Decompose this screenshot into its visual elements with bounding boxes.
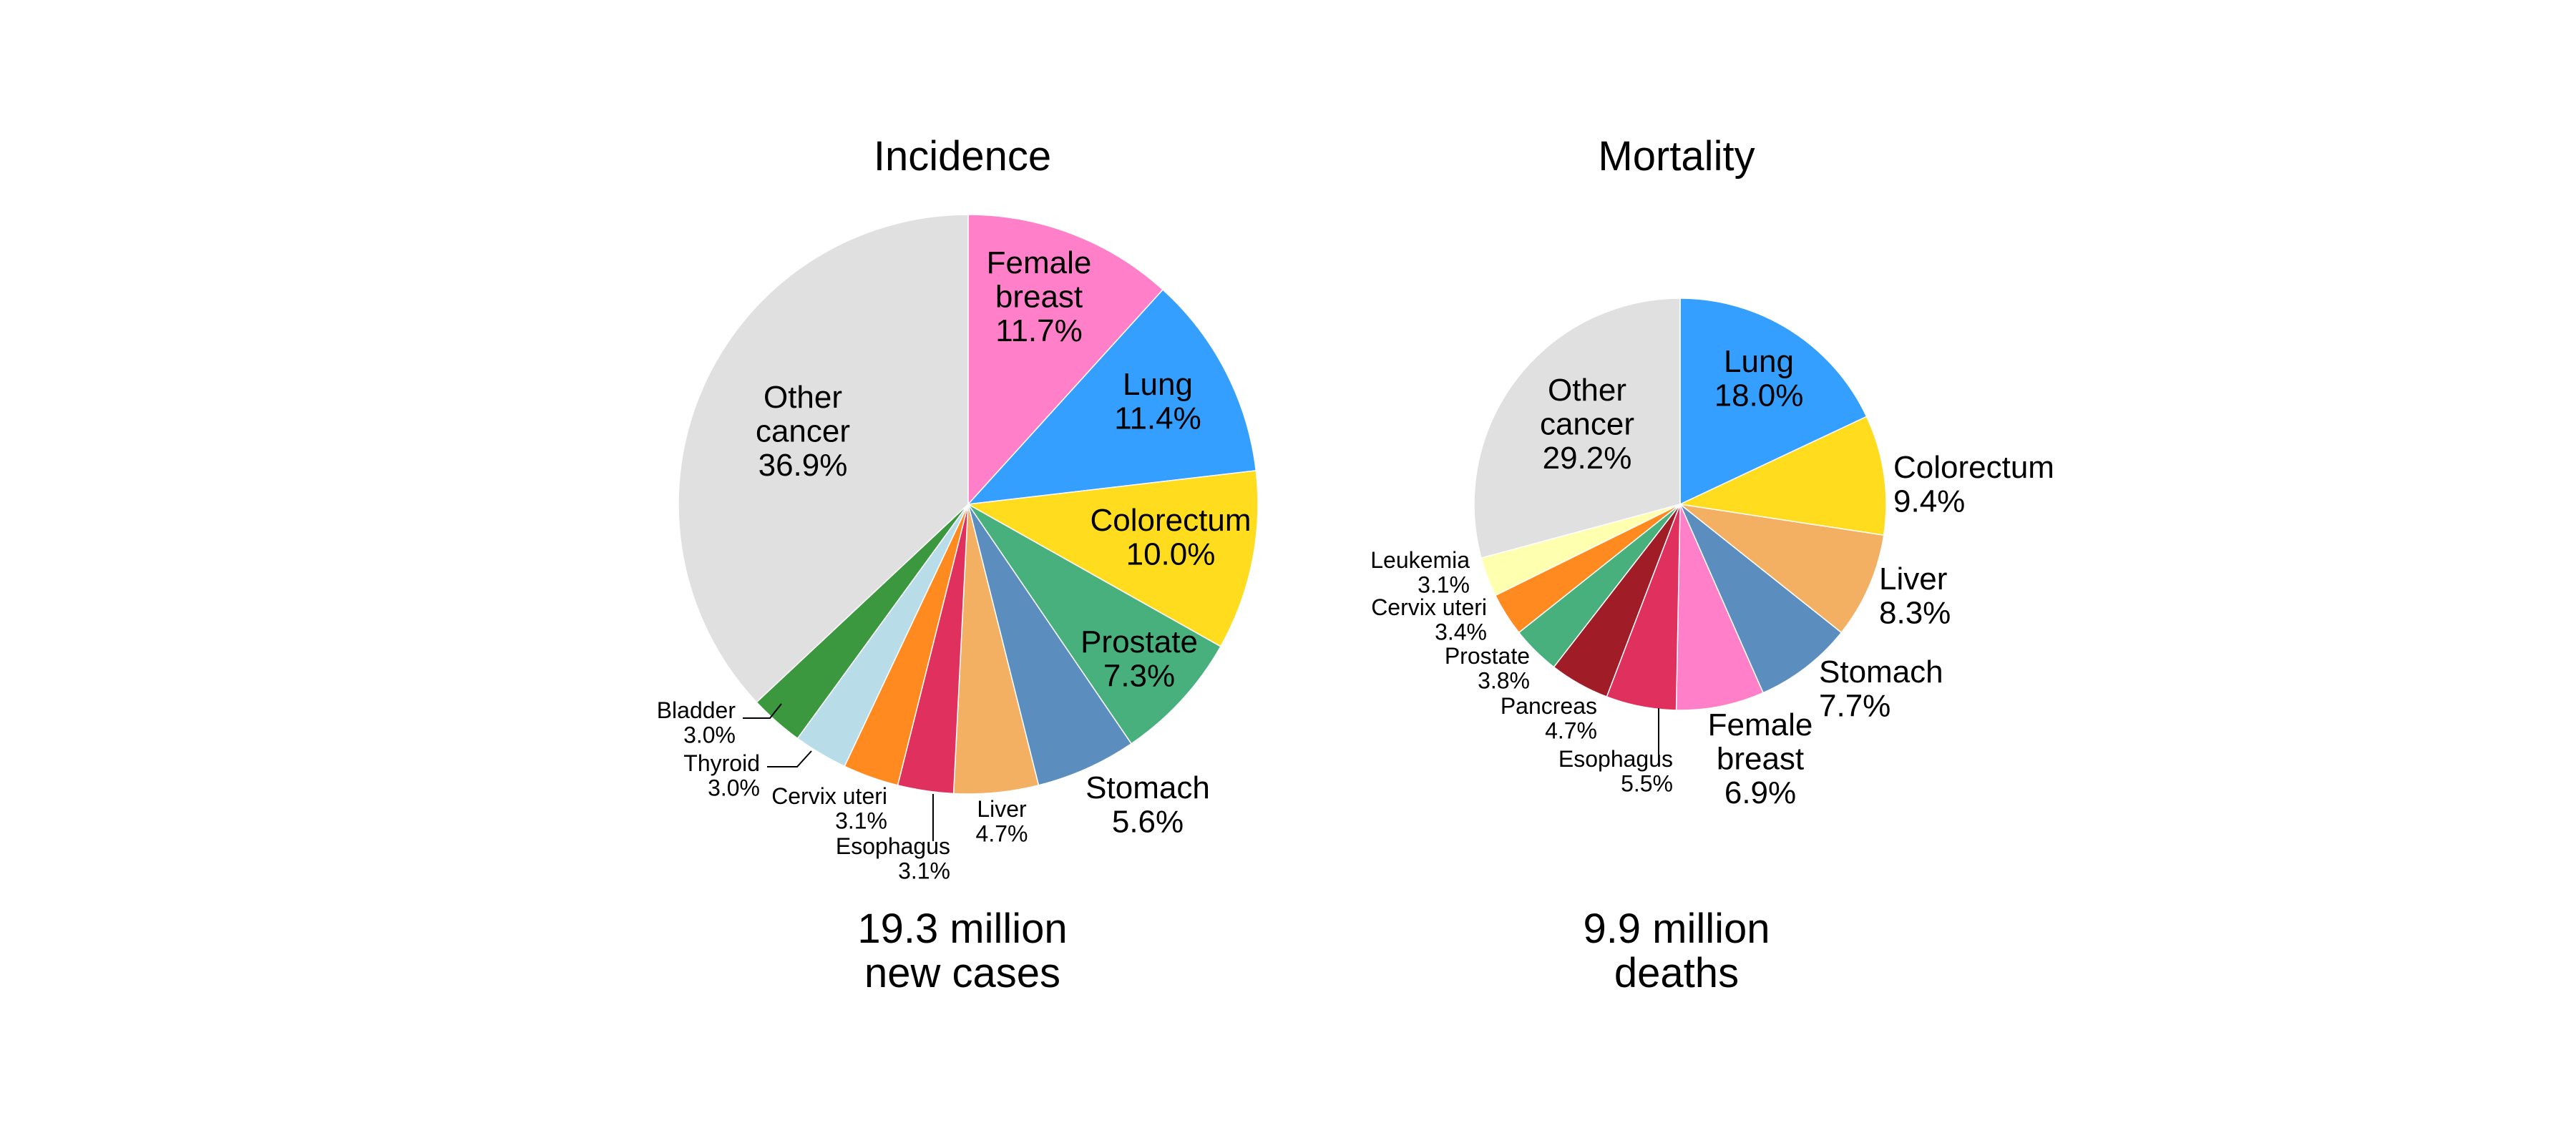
incidence-percent-female-breast: 11.7% — [995, 313, 1083, 348]
mortality-percent-esophagus: 5.5% — [1621, 771, 1673, 797]
mortality-slice-other — [1473, 298, 1681, 559]
incidence-name-liver: Liver — [977, 796, 1027, 822]
mortality-percent-colorectum: 9.4% — [1893, 484, 1965, 519]
mortality-percent-lung: 18.0% — [1714, 378, 1804, 413]
incidence-label-prostate: Prostate 7.3% — [1080, 624, 1198, 694]
mortality-name-prostate: Prostate — [1445, 643, 1530, 669]
incidence-percent-thyroid: 3.0% — [708, 775, 760, 801]
incidence-label-esophagus: Esophagus 3.1% — [836, 833, 950, 884]
incidence-percent-colorectum: 10.0% — [1126, 537, 1216, 572]
mortality-percent-liver: 8.3% — [1879, 596, 1951, 631]
mortality-slice-colorectum — [1678, 416, 1887, 536]
incidence-label-cervix-uteri: Cervix uteri 3.1% — [771, 783, 887, 834]
incidence-percent-liver: 4.7% — [976, 821, 1028, 847]
mortality-name-female-breast: breast — [1717, 742, 1804, 777]
incidence-leader-bladder — [743, 703, 782, 719]
incidence-name-bladder: Bladder — [657, 697, 736, 723]
mortality-percent-stomach: 7.7% — [1819, 689, 1890, 724]
incidence-name-female-breast: breast — [995, 280, 1083, 315]
incidence-title: Incidence — [874, 133, 1051, 180]
mortality-title: Mortality — [1598, 133, 1755, 180]
incidence-label-liver: Liver 4.7% — [976, 796, 1028, 847]
mortality-percent-female-breast: 6.9% — [1724, 775, 1796, 810]
incidence-percent-bladder: 3.0% — [683, 722, 736, 748]
mortality-label-lung: Lung 18.0% — [1714, 344, 1804, 413]
incidence-label-lung: Lung 11.4% — [1114, 367, 1201, 436]
incidence-name-colorectum: Colorectum — [1091, 503, 1252, 538]
incidence-label-stomach: Stomach 5.6% — [1085, 770, 1210, 840]
mortality-label-leukemia: Leukemia 3.1% — [1370, 547, 1470, 598]
mortality-label-cervix-uteri: Cervix uteri 3.4% — [1371, 594, 1487, 645]
mortality-label-colorectum: Colorectum 9.4% — [1893, 450, 2054, 519]
incidence-slice-other — [678, 214, 969, 703]
incidence-total-line1: 19.3 million — [857, 906, 1067, 952]
incidence-percent-lung: 11.4% — [1114, 401, 1201, 436]
mortality-total-line1: 9.9 million — [1583, 906, 1770, 952]
mortality-slice-lung — [1679, 298, 1868, 506]
incidence-percent-cervix-uteri: 3.1% — [835, 808, 887, 834]
incidence-name-other: cancer — [756, 414, 850, 449]
incidence-label-thyroid: Thyroid 3.0% — [683, 750, 760, 801]
incidence-name-prostate: Prostate — [1080, 624, 1198, 659]
incidence-label-female-breast: Female breast 11.7% — [987, 245, 1092, 348]
incidence-slice-female-breast — [967, 214, 1164, 506]
incidence-pie: Female breast 11.7% Lung 11.4% Colorectum 10.0… — [657, 214, 1259, 884]
mortality-slice-female-breast — [1675, 504, 1765, 711]
mortality-name-lung: Lung — [1724, 344, 1794, 379]
mortality-name-liver: Liver — [1879, 561, 1947, 597]
mortality-name-female-breast: Female — [1708, 707, 1813, 742]
mortality-percent-other: 29.2% — [1543, 441, 1632, 476]
mortality-name-leukemia: Leukemia — [1370, 547, 1470, 573]
incidence-name-cervix-uteri: Cervix uteri — [771, 783, 887, 809]
mortality-name-other: Other — [1548, 373, 1626, 408]
mortality-name-stomach: Stomach — [1819, 654, 1943, 690]
incidence-slice-stomach — [967, 504, 1133, 786]
incidence-leader-thyroid — [767, 750, 812, 767]
incidence-name-lung: Lung — [1123, 367, 1193, 402]
incidence-label-colorectum: Colorectum 10.0% — [1091, 503, 1252, 572]
incidence-name-esophagus: Esophagus — [836, 833, 950, 859]
incidence-slice-colorectum — [966, 470, 1259, 647]
incidence-percent-esophagus: 3.1% — [898, 858, 950, 884]
mortality-name-colorectum: Colorectum — [1893, 450, 2054, 485]
incidence-label-other: Other cancer 36.9% — [756, 380, 850, 483]
incidence-slice-prostate — [967, 504, 1221, 745]
mortality-pie: Lung 18.0% Colorectum 9.4% Liver 8.3% Stomach 7… — [1370, 298, 2054, 810]
mortality-name-esophagus: Esophagus — [1558, 746, 1673, 772]
incidence-percent-prostate: 7.3% — [1103, 659, 1175, 694]
mortality-label-prostate: Prostate 3.8% — [1445, 643, 1530, 694]
mortality-label-other: Other cancer 29.2% — [1540, 373, 1634, 476]
incidence-name-thyroid: Thyroid — [683, 750, 760, 776]
mortality-name-cervix-uteri: Cervix uteri — [1371, 594, 1487, 620]
incidence-percent-other: 36.9% — [758, 448, 848, 483]
mortality-name-other: cancer — [1540, 407, 1634, 442]
mortality-percent-leukemia: 3.1% — [1418, 572, 1470, 598]
mortality-label-stomach: Stomach 7.7% — [1819, 654, 1943, 724]
mortality-label-liver: Liver 8.3% — [1879, 561, 1951, 631]
mortality-percent-cervix-uteri: 3.4% — [1435, 619, 1487, 645]
incidence-name-stomach: Stomach — [1085, 770, 1210, 805]
incidence-label-bladder: Bladder 3.0% — [657, 697, 736, 748]
incidence-total-line2: new cases — [864, 950, 1060, 996]
mortality-percent-prostate: 3.8% — [1478, 668, 1530, 694]
incidence-name-other: Other — [763, 380, 842, 415]
mortality-percent-pancreas: 4.7% — [1545, 718, 1597, 744]
incidence-slice-lung — [967, 288, 1257, 505]
mortality-total-line2: deaths — [1614, 950, 1739, 996]
mortality-label-female-breast: Female breast 6.9% — [1708, 707, 1813, 810]
mortality-slice-stomach — [1679, 504, 1843, 694]
mortality-name-pancreas: Pancreas — [1501, 693, 1597, 719]
incidence-percent-stomach: 5.6% — [1112, 805, 1184, 840]
mortality-label-pancreas: Pancreas 4.7% — [1501, 693, 1597, 744]
mortality-label-esophagus: Esophagus 5.5% — [1558, 746, 1673, 797]
mortality-slice-liver — [1678, 503, 1885, 634]
incidence-name-female-breast: Female — [987, 245, 1092, 280]
